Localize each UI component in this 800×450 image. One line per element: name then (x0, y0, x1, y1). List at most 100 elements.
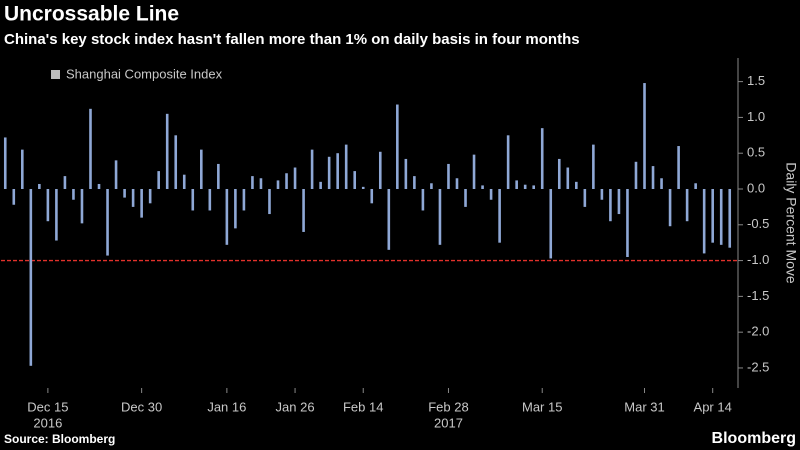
y-tick-label: 0.5 (747, 145, 765, 160)
bar (344, 144, 348, 189)
bar (523, 184, 527, 189)
x-tick-label: Feb 14 (343, 399, 383, 414)
bar (234, 188, 237, 229)
brand: Bloomberg (712, 430, 796, 447)
bar (293, 167, 297, 189)
bar (455, 178, 459, 189)
bar (515, 180, 518, 189)
x-tick-label: Jan 26 (276, 399, 315, 414)
bar (89, 108, 92, 189)
y-axis-title: Daily Percent Move (783, 162, 799, 284)
y-tick-label: -2.5 (747, 359, 769, 374)
bar (600, 188, 604, 200)
bar (583, 188, 587, 207)
bar (165, 113, 169, 189)
bar (148, 188, 152, 204)
chart-title: Uncrossable Line (4, 3, 179, 26)
bar (63, 176, 67, 189)
bar (430, 183, 433, 189)
bar (336, 153, 339, 189)
bar (199, 149, 203, 189)
y-tick-label: -2.0 (747, 324, 769, 339)
bar (651, 166, 655, 189)
x-year-label: 2016 (33, 415, 62, 430)
bar (506, 135, 510, 189)
bar (643, 83, 646, 189)
bar (114, 160, 118, 189)
bar (285, 173, 288, 189)
bar (421, 188, 425, 211)
bar (131, 188, 135, 207)
bar (242, 188, 246, 211)
bar (694, 183, 697, 189)
bar (489, 188, 493, 200)
bar (626, 188, 629, 258)
bar (38, 183, 41, 189)
x-tick-label: Feb 28 (428, 399, 468, 414)
bar (728, 188, 732, 248)
x-tick-label: Apr 14 (694, 399, 732, 414)
chart-subtitle: China's key stock index hasn't fallen mo… (4, 31, 580, 48)
bar (361, 186, 365, 189)
bar (557, 158, 561, 189)
bar (668, 188, 672, 227)
bar (609, 188, 612, 222)
bar (702, 188, 706, 254)
bar (719, 188, 723, 245)
y-tick-label: 1.0 (747, 109, 765, 124)
bar (464, 188, 467, 207)
bar (29, 188, 33, 366)
bar (498, 188, 501, 243)
x-tick-label: Mar 31 (624, 399, 664, 414)
bar (540, 128, 544, 189)
bar (276, 180, 280, 189)
bar (413, 176, 416, 189)
bar (481, 185, 484, 189)
bar (532, 185, 536, 189)
y-tick-label: -1.0 (747, 252, 769, 267)
x-year-label: 2017 (434, 415, 463, 430)
legend-swatch (51, 70, 60, 79)
bar (191, 188, 195, 211)
bar (302, 188, 305, 232)
bar (677, 146, 680, 189)
bar (182, 174, 186, 189)
bar (319, 181, 322, 189)
bar (21, 149, 24, 189)
bar (208, 188, 212, 211)
bar (268, 188, 271, 215)
bar (12, 188, 16, 205)
bar (387, 188, 391, 250)
bar (634, 161, 638, 189)
source: Source: Bloomberg (4, 432, 115, 446)
bar (378, 151, 382, 189)
y-tick-label: -0.5 (747, 216, 769, 231)
bar (617, 188, 621, 215)
y-tick-label: -1.5 (747, 288, 769, 303)
y-tick-label: 0.0 (747, 180, 765, 195)
bar (592, 144, 595, 189)
x-tick-label: Mar 15 (522, 399, 562, 414)
bar (140, 188, 143, 218)
bar (80, 188, 84, 224)
legend-label: Shanghai Composite Index (66, 66, 223, 81)
bar (106, 188, 109, 256)
bar (97, 183, 101, 189)
bar (353, 171, 357, 189)
bar (217, 163, 220, 189)
bar (438, 188, 442, 245)
bar (575, 181, 578, 189)
bar (711, 188, 714, 243)
bar (660, 178, 663, 189)
bar (685, 188, 689, 222)
bar (447, 163, 450, 189)
bar (72, 188, 75, 200)
x-tick-label: Dec 30 (121, 399, 162, 414)
bar (55, 188, 58, 241)
bar (157, 171, 160, 189)
y-tick-label: 1.5 (747, 73, 765, 88)
x-tick-label: Jan 16 (207, 399, 246, 414)
bar (370, 188, 374, 204)
x-tick-label: Dec 15 (27, 399, 68, 414)
